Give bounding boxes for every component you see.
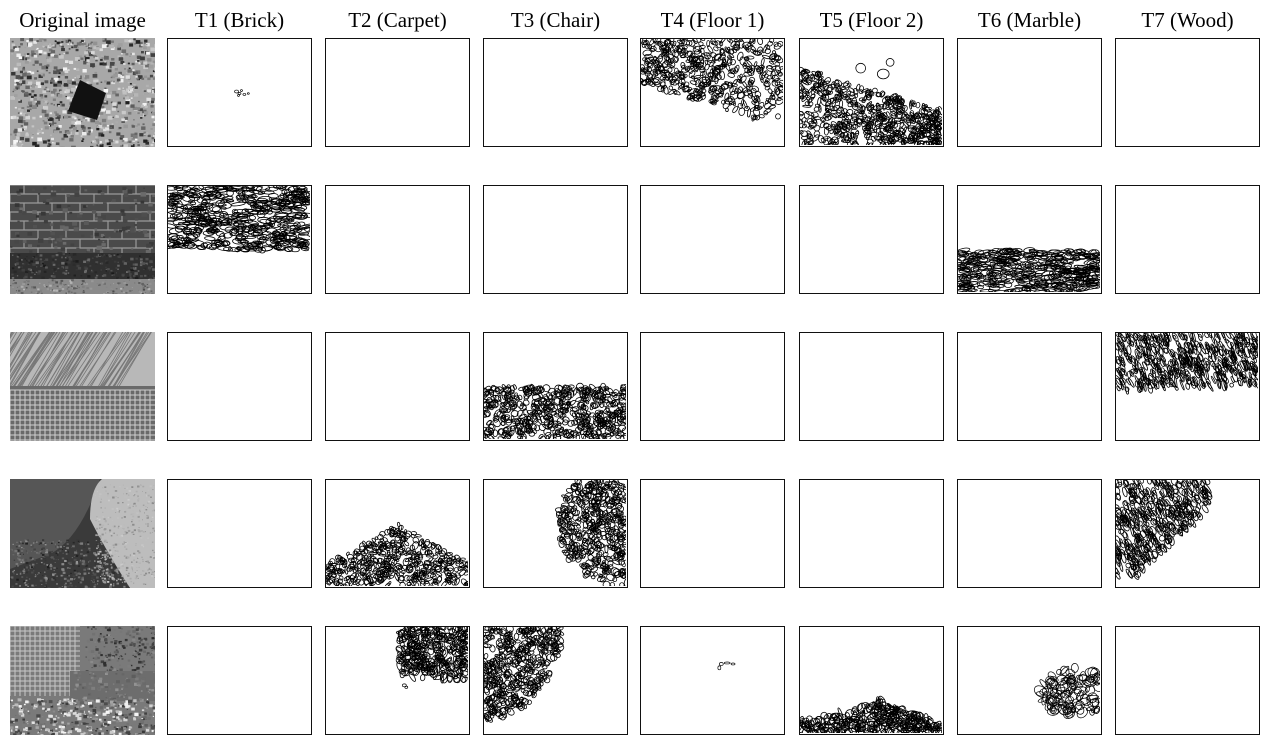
detected-region-ellipses — [1116, 39, 1258, 145]
segmentation-panel-r4-t3 — [483, 479, 628, 588]
detected-region-ellipses — [326, 186, 468, 292]
segmentation-panel-r1-t3 — [483, 38, 628, 147]
segmentation-panel-r3-t6 — [957, 332, 1102, 441]
detected-region-ellipses — [168, 186, 310, 292]
segmentation-panel-r5-t6 — [957, 626, 1102, 735]
segmentation-panel-r2-t5 — [799, 185, 944, 294]
segmentation-panel-r4-t6 — [957, 479, 1102, 588]
segmentation-panel-r5-t1 — [167, 626, 312, 735]
segmentation-panel-r2-t6 — [957, 185, 1102, 294]
original-image-row-5 — [10, 626, 155, 735]
detected-region-ellipses — [1116, 627, 1258, 733]
detected-region-ellipses — [1116, 333, 1258, 439]
original-image-row-3 — [10, 332, 155, 441]
detected-region-ellipses — [326, 39, 468, 145]
segmentation-panel-r4-t4 — [640, 479, 785, 588]
segmentation-panel-r1-t2 — [325, 38, 470, 147]
segmentation-panel-r1-t6 — [957, 38, 1102, 147]
segmentation-panel-r5-t4 — [640, 626, 785, 735]
column-header-1: T1 (Brick) — [155, 7, 325, 33]
detected-region-ellipses — [641, 39, 783, 145]
original-image-row-4 — [10, 479, 155, 588]
detected-region-ellipses — [484, 480, 626, 586]
detected-region-ellipses — [958, 186, 1100, 292]
segmentation-panel-r3-t7 — [1115, 332, 1260, 441]
detected-region-ellipses — [641, 480, 783, 586]
detected-region-ellipses — [800, 186, 942, 292]
texture-photo — [10, 38, 155, 147]
detected-region-ellipses — [958, 627, 1100, 733]
segmentation-panel-r1-t1 — [167, 38, 312, 147]
column-header-0: Original image — [0, 7, 168, 33]
detected-region-ellipses — [1116, 480, 1258, 586]
texture-photo — [10, 332, 155, 441]
detected-region-ellipses — [800, 333, 942, 439]
segmentation-panel-r5-t7 — [1115, 626, 1260, 735]
segmentation-panel-r2-t3 — [483, 185, 628, 294]
segmentation-panel-r4-t5 — [799, 479, 944, 588]
segmentation-panel-r2-t4 — [640, 185, 785, 294]
segmentation-panel-r3-t2 — [325, 332, 470, 441]
segmentation-panel-r1-t4 — [640, 38, 785, 147]
column-header-5: T5 (Floor 2) — [787, 7, 957, 33]
segmentation-panel-r2-t7 — [1115, 185, 1260, 294]
segmentation-panel-r3-t3 — [483, 332, 628, 441]
segmentation-panel-r3-t5 — [799, 332, 944, 441]
texture-photo — [10, 626, 155, 735]
detected-region-ellipses — [326, 480, 468, 586]
segmentation-panel-r5-t3 — [483, 626, 628, 735]
segmentation-panel-r1-t5 — [799, 38, 944, 147]
column-header-3: T3 (Chair) — [471, 7, 641, 33]
detected-region-ellipses — [958, 333, 1100, 439]
segmentation-panel-r5-t2 — [325, 626, 470, 735]
detected-region-ellipses — [326, 627, 468, 733]
detected-region-ellipses — [800, 39, 942, 145]
detected-region-ellipses — [958, 39, 1100, 145]
detected-region-ellipses — [484, 333, 626, 439]
detected-region-ellipses — [168, 333, 310, 439]
detected-region-ellipses — [958, 480, 1100, 586]
detected-region-ellipses — [484, 186, 626, 292]
detected-region-ellipses — [1116, 186, 1258, 292]
column-header-4: T4 (Floor 1) — [628, 7, 798, 33]
detected-region-ellipses — [168, 39, 310, 145]
detected-region-ellipses — [641, 333, 783, 439]
segmentation-panel-r3-t4 — [640, 332, 785, 441]
segmentation-panel-r1-t7 — [1115, 38, 1260, 147]
segmentation-panel-r3-t1 — [167, 332, 312, 441]
segmentation-panel-r4-t1 — [167, 479, 312, 588]
detected-region-ellipses — [484, 627, 626, 733]
detected-region-ellipses — [326, 333, 468, 439]
original-image-row-1 — [10, 38, 155, 147]
original-image-row-2 — [10, 185, 155, 294]
column-header-7: T7 (Wood) — [1103, 7, 1263, 33]
detected-region-ellipses — [800, 627, 942, 733]
column-header-2: T2 (Carpet) — [313, 7, 483, 33]
detected-region-ellipses — [800, 480, 942, 586]
segmentation-panel-r4-t2 — [325, 479, 470, 588]
detected-region-ellipses — [168, 627, 310, 733]
texture-photo — [10, 479, 155, 588]
detected-region-ellipses — [484, 39, 626, 145]
segmentation-panel-r2-t1 — [167, 185, 312, 294]
column-header-6: T6 (Marble) — [945, 7, 1115, 33]
texture-photo — [10, 185, 155, 294]
detected-region-ellipses — [641, 627, 783, 733]
detected-region-ellipses — [168, 480, 310, 586]
segmentation-panel-r4-t7 — [1115, 479, 1260, 588]
segmentation-panel-r5-t5 — [799, 626, 944, 735]
detected-region-ellipses — [641, 186, 783, 292]
segmentation-panel-r2-t2 — [325, 185, 470, 294]
